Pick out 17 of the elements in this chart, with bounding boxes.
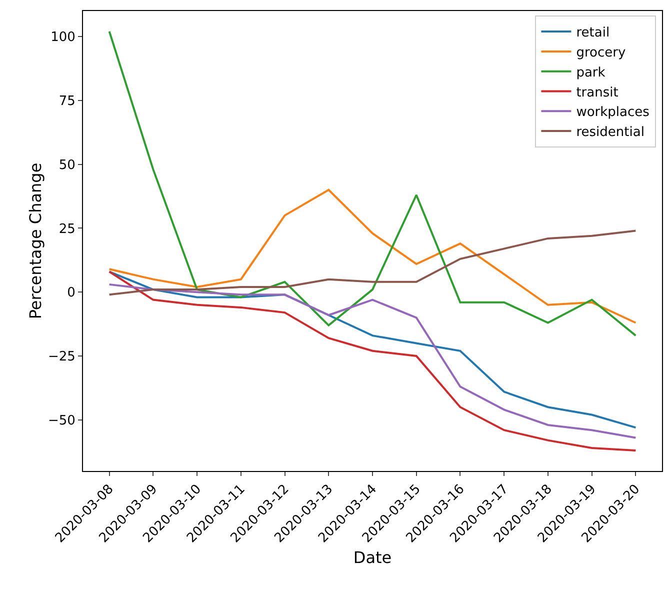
legend-label: retail <box>576 26 610 41</box>
legend-label: grocery <box>576 46 626 61</box>
legend-label: workplaces <box>576 105 650 120</box>
legend-label: residential <box>576 125 644 140</box>
legend-label: transit <box>576 85 618 100</box>
line-series <box>108 188 637 324</box>
line-series <box>108 230 637 296</box>
y-tick-label: 100 <box>50 30 76 46</box>
y-tick-label: 25 <box>58 222 76 237</box>
y-tick-label: 0 <box>67 286 76 301</box>
y-axis-title: Percentage Change <box>26 162 45 320</box>
y-tick-label: 75 <box>58 94 76 109</box>
legend-label: park <box>576 65 606 80</box>
x-axis-title: Date <box>353 548 392 567</box>
y-tick-label: −25 <box>48 350 76 365</box>
y-tick-label: 50 <box>58 158 76 173</box>
y-tick-label: −50 <box>48 413 76 428</box>
